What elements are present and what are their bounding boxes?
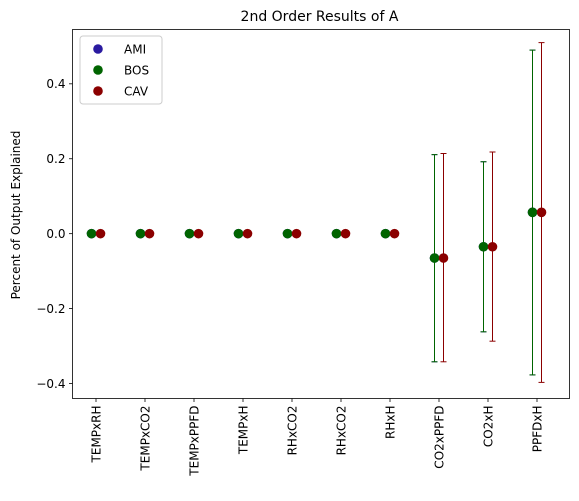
data-point (233, 228, 244, 239)
legend-frame (79, 35, 163, 105)
data-point (536, 207, 547, 218)
x-tick-label: CO2xH (482, 406, 496, 448)
legend-label: AMI (124, 42, 146, 56)
data-point (389, 228, 400, 239)
data-point (340, 228, 351, 239)
data-point (144, 228, 155, 239)
x-tick-label: RHxH (384, 406, 398, 440)
legend: AMI BOS CAV (79, 35, 163, 105)
x-tick-label: RHxCO2 (286, 406, 300, 456)
x-tick-label: TEMPxCO2 (139, 406, 153, 472)
data-point (135, 228, 146, 239)
y-tick-label: 0.4 (46, 77, 65, 91)
y-tick-label: 0.0 (46, 227, 65, 241)
x-tick-label: TEMPxRH (90, 406, 104, 464)
data-point (487, 241, 498, 252)
data-point (95, 228, 106, 239)
data-point (282, 228, 293, 239)
x-tick-label: TEMPxPPFD (188, 406, 202, 477)
series-cav (95, 42, 547, 383)
data-point (380, 228, 391, 239)
x-tick-label: PPFDxH (531, 406, 545, 453)
legend-marker (93, 65, 103, 75)
plot-area: −0.4 −0.2 0.0 0.2 0.4 TEMPxRH TEMPxCO2 TEMPxPPF… (36, 42, 547, 477)
data-point (331, 228, 342, 239)
data-point (478, 241, 489, 252)
x-tick-label: CO2xPPFD (433, 406, 447, 469)
axes-frame (72, 29, 570, 399)
y-tick-label: −0.4 (36, 377, 65, 391)
data-point (291, 228, 302, 239)
data-point (86, 228, 97, 239)
data-point (429, 253, 440, 263)
x-tick-label: TEMPxH (237, 406, 251, 456)
legend-label: CAV (124, 84, 149, 98)
legend-marker (93, 86, 103, 96)
y-tick-label: 0.2 (46, 152, 65, 166)
series-bos (86, 49, 538, 376)
chart-title: 2nd Order Results of A (241, 9, 399, 25)
data-point (527, 207, 538, 218)
legend-marker (93, 44, 103, 54)
data-point (184, 228, 195, 239)
legend-label: BOS (124, 63, 149, 77)
data-point (438, 253, 449, 263)
data-point (242, 228, 253, 239)
x-tick-label: RHxCO2 (335, 406, 349, 456)
y-tick-label: −0.2 (36, 302, 65, 316)
data-point (193, 228, 204, 239)
y-axis-label: Percent of Output Explained (9, 131, 23, 300)
